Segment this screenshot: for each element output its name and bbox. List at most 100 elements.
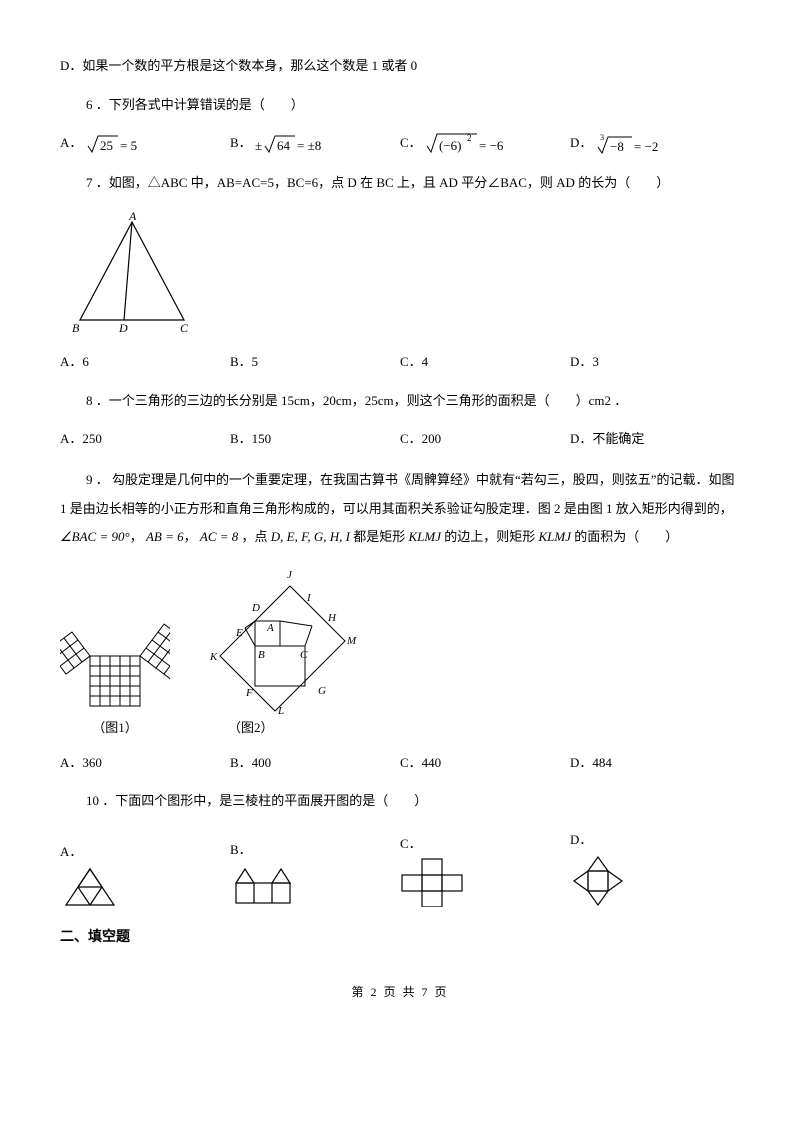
q8-opt-b: B．150 (230, 427, 400, 452)
q7-opt-a: A．6 (60, 350, 230, 375)
q9-fig2-wrap: J I H M G L F K E D A B C （图2） (200, 566, 360, 741)
svg-text:(−6): (−6) (439, 138, 462, 153)
q7-figure: A B D C (60, 210, 740, 340)
q9-opt-b: B．400 (230, 751, 400, 776)
q10-opt-a: A． (60, 840, 230, 907)
vertex-a-label: A (128, 210, 137, 223)
sqrt-64-icon: ±64 = ±8 (255, 133, 341, 155)
q9-c-pre: C． (400, 755, 422, 770)
sqrt-neg6sq-icon: (−6) 2 = −6 (425, 131, 525, 157)
q9-a-pre: A． (60, 755, 82, 770)
svg-text:±: ± (255, 138, 262, 153)
svg-text:25: 25 (100, 138, 113, 153)
q7-opt-b: B．5 (230, 350, 400, 375)
q8-opt-c: C．200 (400, 427, 570, 452)
q9-angle: ∠BAC = 90° (60, 529, 130, 544)
q10-stem: 10 ．下面四个图形中，是三棱柱的平面展开图的是（ ） (60, 789, 740, 814)
q10-opt-c: C． (400, 832, 570, 907)
q9-rect2: KLMJ (539, 529, 572, 544)
q8-options: A．250 B．150 C．200 D．不能确定 (60, 427, 740, 452)
q9-ac: AC = 8 (200, 529, 238, 544)
q9-figures: （图1） J I H M G L F K (60, 566, 740, 741)
svg-text:= ±8: = ±8 (297, 138, 321, 153)
q9-mid: ，点 (242, 529, 268, 544)
q9-fig1-wrap: （图1） (60, 596, 170, 741)
q6-d-label: D． (570, 135, 592, 150)
q9-tail2: 的边上，则矩形 (444, 529, 535, 544)
q8-opt-a: A．250 (60, 427, 230, 452)
q9-a-val: 360 (82, 755, 102, 770)
q7-options: A．6 B．5 C．4 D．3 (60, 350, 740, 375)
q6-a-formula: 25 = 5 (86, 135, 146, 150)
q9-tail1: 都是矩形 (353, 529, 405, 544)
q10-b-pre: B． (230, 842, 252, 857)
section-2-title: 二、填空题 (60, 925, 740, 952)
vertex-b-label: B (72, 321, 80, 335)
triangle-abc-icon: A B D C (60, 210, 210, 340)
q6-c-label: C． (400, 135, 422, 150)
svg-text:= −2: = −2 (634, 139, 658, 154)
q10-a-pre: A． (60, 844, 82, 859)
q6-b-formula: ±64 = ±8 (255, 135, 341, 150)
q10-options: A． B． C． (60, 828, 740, 907)
rect-klmj-icon: J I H M G L F K E D A B C (200, 566, 360, 716)
q10-opt-b: B． (230, 838, 400, 907)
svg-text:K: K (209, 651, 218, 663)
q8-stem: 8 ．一个三角形的三边的长分别是 15cm，20cm，25cm，则这个三角形的面… (60, 389, 740, 414)
vertex-c-label: C (180, 321, 189, 335)
net-d-icon (570, 853, 626, 907)
q-prev-option-d: D．如果一个数的平方根是这个数本身，那么这个数是 1 或者 0 (60, 54, 740, 79)
svg-text:L: L (277, 705, 284, 716)
net-b-icon (230, 863, 300, 907)
q9-tail3: 的面积为（ ） (574, 529, 678, 544)
q6-opt-c: C． (−6) 2 = −6 (400, 131, 570, 157)
svg-text:A: A (266, 622, 274, 634)
q9-opt-a: A．360 (60, 751, 230, 776)
svg-text:= −6: = −6 (479, 138, 504, 153)
svg-text:C: C (300, 649, 308, 661)
q9-opt-c: C．440 (400, 751, 570, 776)
q9-d-pre: D． (570, 755, 592, 770)
page-footer: 第 2 页 共 7 页 (60, 981, 740, 1004)
q10-c-pre: C． (400, 836, 422, 851)
q6-options: A． 25 = 5 B． ±64 = ±8 C． (−6) 2 = −6 D． 3… (60, 131, 740, 157)
sqrt-25-icon: 25 = 5 (86, 133, 146, 155)
q9-b-pre: B． (230, 755, 252, 770)
svg-text:= 5: = 5 (120, 138, 137, 153)
svg-text:E: E (235, 627, 243, 639)
net-c-icon (400, 857, 464, 907)
svg-text:3: 3 (600, 133, 604, 142)
q7-stem: 7 ．如图，△ABC 中，AB=AC=5，BC=6，点 D 在 BC 上，且 A… (60, 171, 740, 196)
q10-d-pre: D． (570, 832, 592, 847)
cbrt-neg8-icon: 3 −8 = −2 (596, 132, 680, 156)
q9-stem-1: 9 ． 勾股定理是几何中的一个重要定理，在我国古算书《周髀算经》中就有“若勾三，… (60, 472, 735, 516)
svg-text:J: J (287, 569, 293, 581)
q9-fig1-label: （图1） (60, 716, 170, 741)
q9-stem: 9 ． 勾股定理是几何中的一个重要定理，在我国古算书《周髀算经》中就有“若勾三，… (60, 466, 740, 552)
q6-c-formula: (−6) 2 = −6 (425, 135, 525, 150)
q6-d-formula: 3−8 = −2 (596, 135, 680, 150)
q6-opt-a: A． 25 = 5 (60, 131, 230, 157)
svg-text:64: 64 (277, 138, 291, 153)
q6-b-label: B． (230, 135, 252, 150)
svg-text:−8: −8 (610, 139, 624, 154)
q7-opt-c: C．4 (400, 350, 570, 375)
net-a-icon (60, 865, 120, 907)
pythagoras-squares-icon (60, 596, 170, 716)
svg-text:F: F (245, 687, 253, 699)
svg-text:H: H (327, 612, 337, 624)
svg-text:2: 2 (467, 133, 472, 143)
svg-text:G: G (318, 685, 326, 697)
svg-text:D: D (251, 602, 260, 614)
q9-rect1: KLMJ (409, 529, 442, 544)
q9-fig2-label: （图2） (200, 716, 360, 741)
q9-c-val: 440 (422, 755, 442, 770)
q9-pts: D, E, F, G, H, I (271, 529, 350, 544)
q9-d-val: 484 (592, 755, 612, 770)
q8-opt-d: D．不能确定 (570, 427, 740, 452)
svg-text:B: B (258, 649, 265, 661)
q9-opt-d: D．484 (570, 751, 740, 776)
vertex-d-label: D (118, 321, 128, 335)
q9-options: A．360 B．400 C．440 D．484 (60, 751, 740, 776)
svg-text:M: M (346, 635, 357, 647)
